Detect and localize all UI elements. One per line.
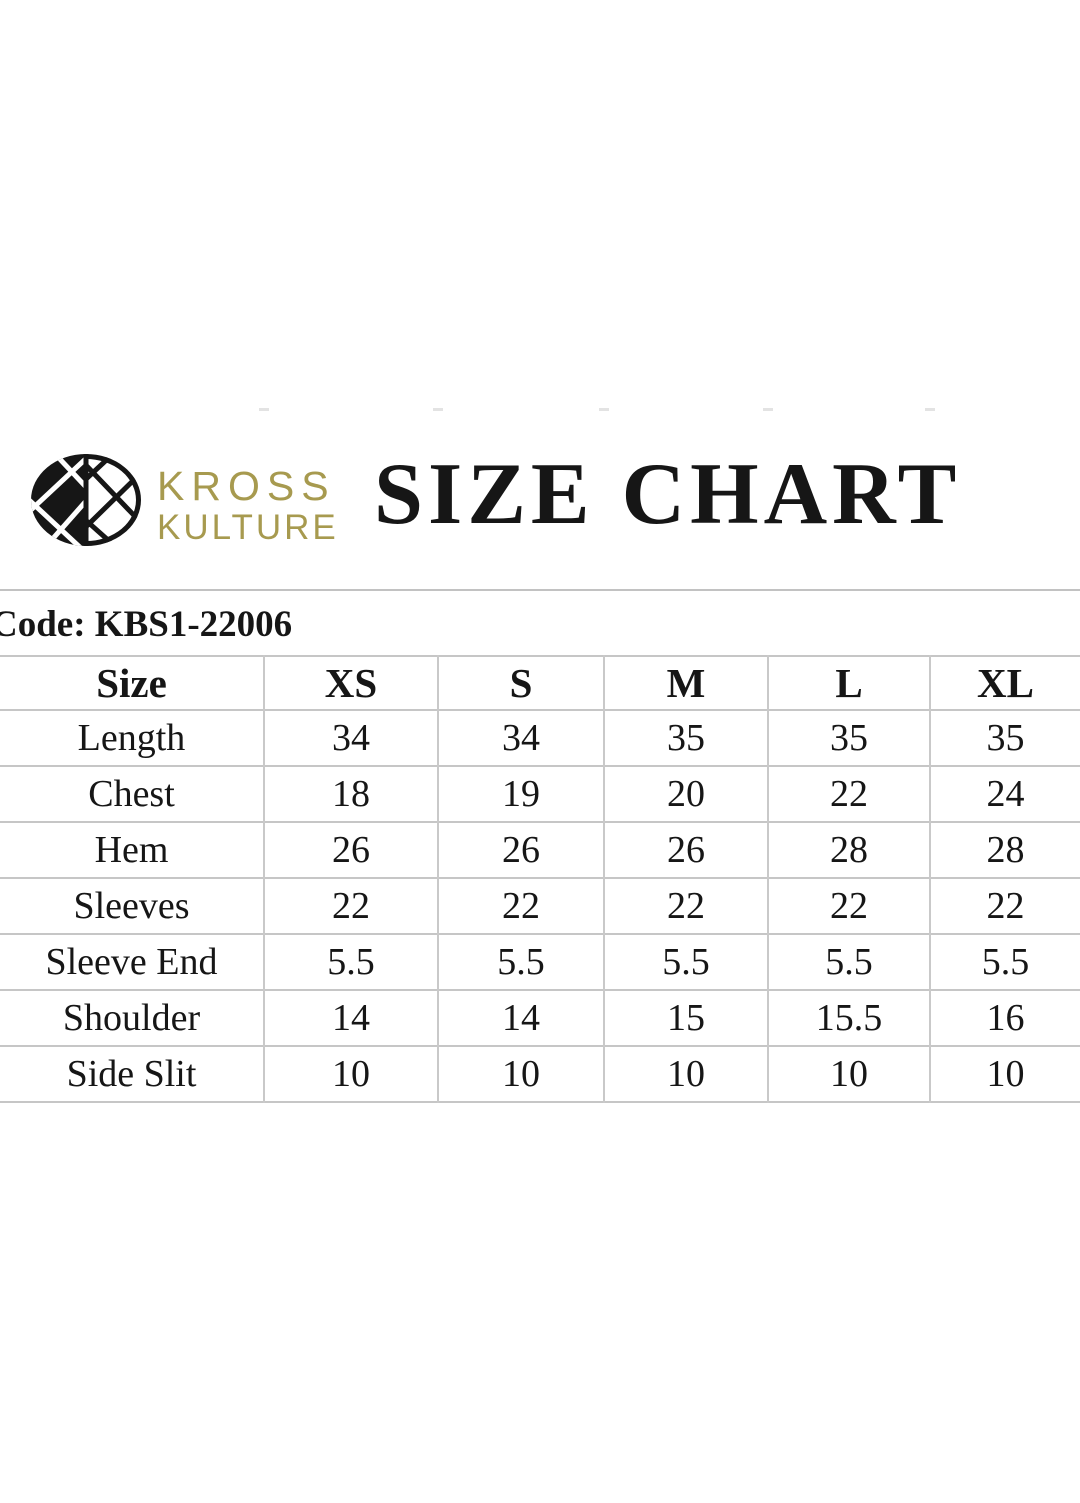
size-value: 28	[986, 829, 1025, 871]
size-value: 5.5	[981, 941, 1030, 983]
column-header-xs: XS	[264, 656, 439, 710]
ghost-gridline-tick	[433, 408, 443, 411]
brand-name: KROSS KULTURE	[157, 463, 339, 547]
table-row-chest: Chest 18 19 20 22 24	[0, 766, 1080, 822]
ghost-gridline-tick	[763, 408, 773, 411]
column-header-xl: XL	[977, 660, 1034, 706]
column-header-size: Size	[0, 656, 265, 710]
brand-name-line1: KROSS	[157, 463, 336, 509]
kross-kulture-globe-icon	[28, 452, 144, 548]
table-row-sleeve-end: Sleeve End 5.5 5.5 5.5 5.5 5.5	[0, 934, 1080, 990]
size-value: 34	[438, 710, 605, 766]
size-value: 35	[986, 717, 1025, 759]
size-value: 15.5	[768, 990, 931, 1046]
size-value: 35	[604, 710, 769, 766]
table-row-length: Length 34 34 35 35 35	[0, 710, 1080, 766]
size-chart-table: Size XS S M L XL Length 34 34 35 35 35 C…	[0, 655, 1080, 1103]
ghost-gridline-tick	[925, 408, 935, 411]
page-title: SIZE CHART	[374, 446, 962, 543]
size-value: 10	[768, 1046, 931, 1102]
table-header-row: Size XS S M L XL	[0, 656, 1080, 710]
size-value: 26	[438, 822, 605, 878]
row-label: Sleeve End	[0, 934, 265, 990]
size-value: 19	[438, 766, 605, 822]
product-code: Code: KBS1-22006	[0, 604, 293, 645]
table-row-sleeves: Sleeves 22 22 22 22 22	[0, 878, 1080, 934]
divider-line	[0, 589, 1080, 591]
size-value: 26	[604, 822, 769, 878]
size-value: 14	[438, 990, 605, 1046]
size-value: 22	[438, 878, 605, 934]
size-value: 22	[768, 878, 931, 934]
size-value: 20	[604, 766, 769, 822]
size-value: 15	[604, 990, 769, 1046]
row-label: Length	[0, 710, 265, 766]
size-value: 5.5	[604, 934, 769, 990]
size-value: 5.5	[438, 934, 605, 990]
size-value: 16	[986, 997, 1025, 1039]
row-label: Side Slit	[0, 1046, 265, 1102]
table-row-shoulder: Shoulder 14 14 15 15.5 16	[0, 990, 1080, 1046]
size-value: 22	[768, 766, 931, 822]
size-value: 26	[264, 822, 439, 878]
size-value: 22	[986, 885, 1025, 927]
size-value: 10	[438, 1046, 605, 1102]
size-value: 5.5	[264, 934, 439, 990]
row-label: Chest	[0, 766, 265, 822]
size-value: 5.5	[768, 934, 931, 990]
size-value: 24	[986, 773, 1025, 815]
size-value: 10	[986, 1053, 1025, 1095]
size-value: 10	[264, 1046, 439, 1102]
table-row-side-slit: Side Slit 10 10 10 10 10	[0, 1046, 1080, 1102]
ghost-gridline-tick	[259, 408, 269, 411]
size-value: 35	[768, 710, 931, 766]
row-label: Sleeves	[0, 878, 265, 934]
row-label: Shoulder	[0, 990, 265, 1046]
ghost-gridline-tick	[599, 408, 609, 411]
size-value: 22	[264, 878, 439, 934]
size-value: 18	[264, 766, 439, 822]
brand-name-line2: KULTURE	[157, 508, 339, 547]
column-header-m: M	[604, 656, 769, 710]
size-value: 22	[604, 878, 769, 934]
column-header-s: S	[438, 656, 605, 710]
row-label: Hem	[0, 822, 265, 878]
column-header-l: L	[768, 656, 931, 710]
size-value: 28	[768, 822, 931, 878]
table-row-hem: Hem 26 26 26 28 28	[0, 822, 1080, 878]
size-value: 10	[604, 1046, 769, 1102]
size-value: 14	[264, 990, 439, 1046]
size-value: 34	[264, 710, 439, 766]
